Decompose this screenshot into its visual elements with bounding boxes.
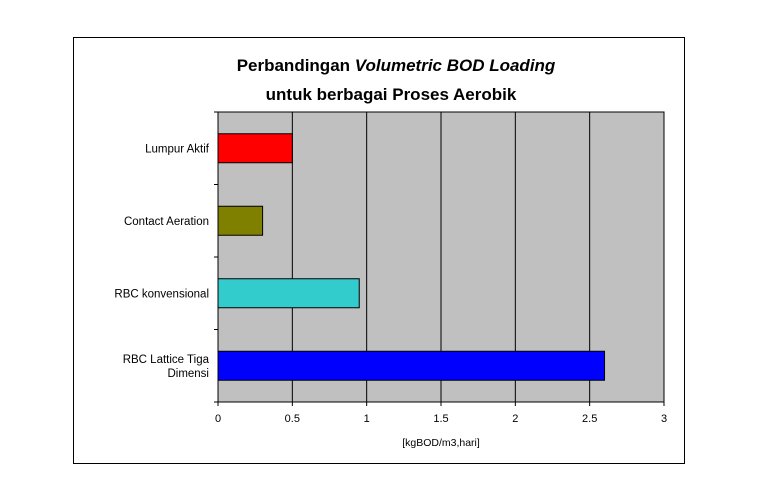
x-tick-label: 2: [512, 413, 518, 425]
category-label-line: RBC Lattice Tiga: [123, 354, 210, 366]
x-tick-label: 1.5: [433, 413, 448, 425]
bar: [217, 205, 264, 236]
x-tick-label: 0.5: [285, 413, 300, 425]
chart-title-part: Perbandingan: [237, 56, 355, 75]
category-label: RBC konvensional: [114, 288, 209, 300]
bar: [217, 133, 293, 164]
category-label-line: Dimensi: [167, 368, 209, 380]
chart-title-part: Volumetric BOD Loading: [355, 56, 556, 75]
x-axis-label: [kgBOD/m3,hari]: [402, 437, 480, 449]
category-label: Contact Aeration: [124, 216, 209, 228]
bar: [217, 278, 360, 309]
x-tick-label: 1: [364, 413, 370, 425]
bar: [217, 350, 606, 381]
chart-title: Perbandingan Volumetric BOD Loading: [237, 56, 556, 75]
category-label: Lumpur Aktif: [145, 143, 210, 155]
x-tick-label: 0: [215, 413, 221, 425]
x-tick-label: 2.5: [582, 413, 597, 425]
chart-subtitle: untuk berbagai Proses Aerobik: [266, 85, 517, 104]
category-label-line: Lumpur Aktif: [145, 143, 210, 155]
category-label: RBC Lattice Tiga Dimensi: [123, 354, 210, 380]
category-label-line: Contact Aeration: [124, 216, 209, 228]
category-label-line: RBC konvensional: [114, 288, 209, 300]
x-tick-label: 3: [661, 413, 667, 425]
